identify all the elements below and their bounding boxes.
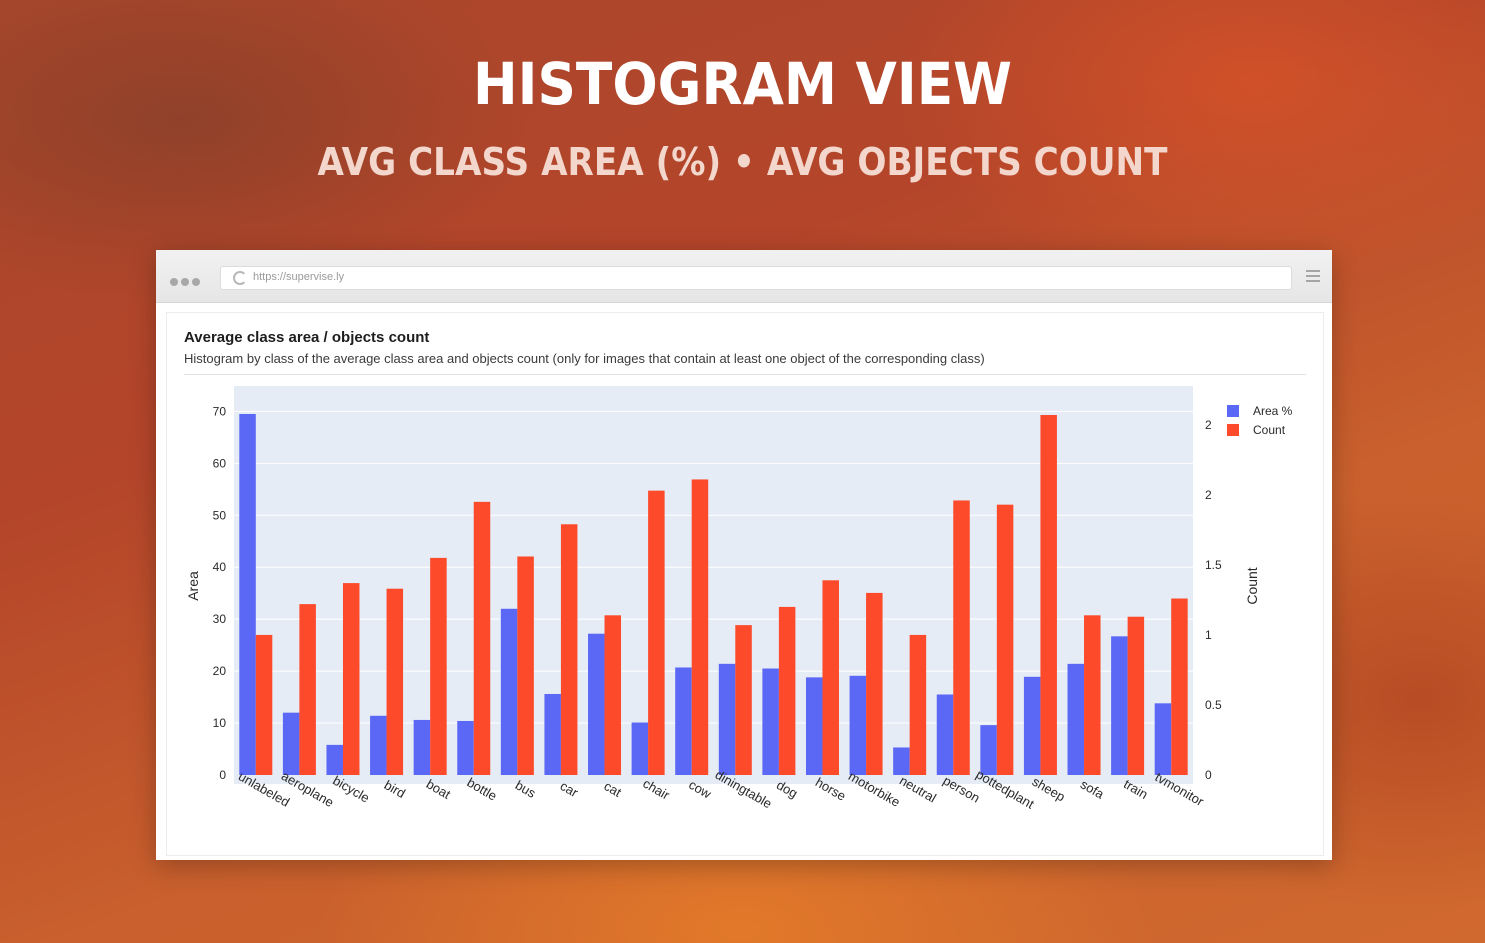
browser-toolbar: https://supervise.ly	[156, 250, 1332, 303]
bar-area-pottedplant	[980, 725, 997, 775]
bar-area-diningtable	[718, 663, 736, 775]
bar-count-boat	[430, 557, 447, 775]
y-tick-label: 0	[219, 768, 226, 782]
bar-count-aeroplane	[299, 604, 316, 775]
bar-count-chair	[648, 490, 665, 775]
y2-tick-label: 1.5	[1205, 558, 1222, 572]
bar-area-dog	[762, 668, 779, 775]
bar-count-sofa	[1084, 615, 1101, 775]
y-tick-label: 70	[213, 404, 227, 418]
y2-tick-label: 2	[1205, 488, 1212, 502]
bar-area-aeroplane	[282, 712, 300, 775]
y-tick-label: 40	[213, 560, 227, 574]
bar-area-sheep	[1023, 676, 1041, 775]
bar-area-horse	[805, 677, 823, 775]
y-tick-label: 20	[213, 664, 227, 678]
bar-area-tvmonitor	[1154, 703, 1172, 775]
address-bar[interactable]: https://supervise.ly	[220, 266, 1292, 290]
y2-tick-label: 0	[1205, 768, 1212, 782]
y2-tick-label: 0.5	[1205, 698, 1222, 712]
bar-count-diningtable	[735, 625, 752, 775]
window-controls	[170, 273, 203, 291]
y-tick-label: 50	[213, 508, 227, 522]
bar-area-motorbike	[849, 675, 867, 775]
bar-area-bicycle	[326, 744, 343, 775]
bar-area-car	[544, 693, 561, 775]
hero-subtitle: AVG CLASS AREA (%) • AVG OBJECTS COUNT	[317, 140, 1168, 184]
bar-count-cow	[691, 479, 709, 775]
hero-title: HISTOGRAM VIEW	[472, 50, 1013, 118]
bar-area-sofa	[1067, 663, 1085, 775]
bar-area-bus	[500, 608, 518, 775]
bar-count-tvmonitor	[1171, 598, 1188, 775]
legend-swatch	[1227, 405, 1239, 417]
bar-area-bottle	[457, 720, 474, 775]
panel-description: Histogram by class of the average class …	[184, 351, 985, 366]
bar-area-neutral	[893, 747, 910, 775]
bar-count-pottedplant	[996, 504, 1014, 775]
window-dot-icon[interactable]	[192, 278, 200, 286]
y-tick-label: 60	[213, 456, 227, 470]
y2-axis-title: Count	[1244, 567, 1260, 604]
bar-count-bicycle	[342, 583, 360, 775]
y2-tick-label: 2	[1205, 418, 1212, 432]
bar-count-person	[953, 500, 970, 775]
bar-area-cow	[675, 667, 692, 775]
y-axis-title: Area	[185, 571, 201, 601]
bar-count-unlabeled	[255, 634, 273, 775]
chart-panel: Average class area / objects count Histo…	[166, 312, 1324, 856]
y-tick-label: 10	[213, 716, 227, 730]
y2-tick-label: 1	[1205, 628, 1212, 642]
bar-count-bird	[386, 588, 404, 775]
bar-area-train	[1111, 636, 1128, 775]
bar-count-bottle	[473, 501, 491, 775]
bar-count-neutral	[909, 634, 927, 775]
y-tick-label: 30	[213, 612, 227, 626]
reload-icon[interactable]	[233, 271, 247, 285]
bar-count-train	[1127, 616, 1145, 775]
bar-count-horse	[822, 580, 839, 775]
divider	[184, 374, 1306, 375]
url-text: https://supervise.ly	[253, 271, 345, 283]
legend-swatch	[1227, 424, 1239, 436]
bar-count-dog	[778, 606, 796, 775]
bar-area-chair	[631, 722, 649, 775]
bar-area-unlabeled	[239, 413, 256, 775]
legend-label: Count	[1253, 423, 1286, 437]
window-dot-icon[interactable]	[170, 278, 178, 286]
bar-area-bird	[370, 715, 387, 775]
bar-count-cat	[604, 615, 622, 775]
bar-area-person	[936, 694, 954, 775]
bar-count-motorbike	[866, 592, 883, 775]
bar-count-bus	[517, 556, 534, 775]
hamburger-menu-icon[interactable]	[1306, 270, 1320, 285]
panel-title: Average class area / objects count	[184, 329, 430, 346]
bar-count-car	[560, 524, 578, 775]
browser-window: https://supervise.ly Average class area …	[156, 250, 1332, 860]
bar-area-boat	[413, 719, 431, 775]
bar-count-sheep	[1040, 415, 1057, 775]
window-dot-icon[interactable]	[181, 278, 189, 286]
bar-area-cat	[588, 633, 605, 775]
legend-label: Area %	[1253, 404, 1293, 418]
